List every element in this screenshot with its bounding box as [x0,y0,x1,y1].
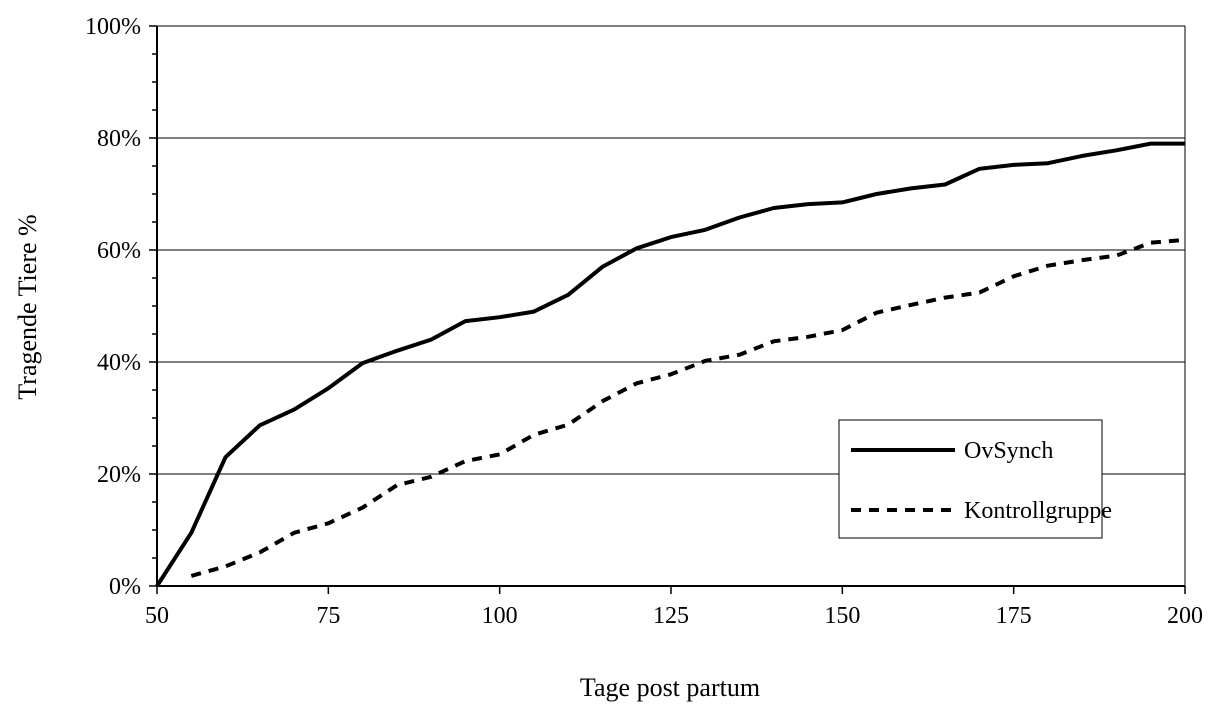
y-tick-label-3: 60% [97,238,141,264]
x-axis-title: Tage post partum [580,673,760,702]
axes [149,25,1186,594]
legend-label-ovsynch: OvSynch [964,438,1053,464]
x-tick-label-2: 100 [482,603,518,629]
tick-labels: 0% 20% 40% 60% 80% 100% 50 75 100 125 150 175 200 [85,14,1203,629]
series-layer [155,141,1186,588]
y-tick-label-2: 40% [97,350,141,376]
y-tick-label-5: 100% [85,14,141,40]
x-tick-label-0: 50 [145,603,169,629]
x-tick-label-1: 75 [316,603,340,629]
y-tick-label-4: 80% [97,126,141,152]
series-line-kontrollgruppe [190,237,1186,578]
legend: OvSynch Kontrollgruppe [838,419,1112,539]
legend-label-kontrollgruppe: Kontrollgruppe [964,498,1112,524]
x-tick-label-5: 175 [996,603,1032,629]
legend-box [838,419,1103,539]
x-tick-label-4: 150 [824,603,860,629]
gridlines [157,25,1185,475]
x-tick-label-3: 125 [653,603,689,629]
x-tick-label-6: 200 [1167,603,1203,629]
y-tick-label-0: 0% [109,574,141,600]
y-axis-title: Tragende Tiere % [13,214,42,399]
series-line-ovsynch [155,141,1185,588]
y-tick-label-1: 20% [97,462,141,488]
